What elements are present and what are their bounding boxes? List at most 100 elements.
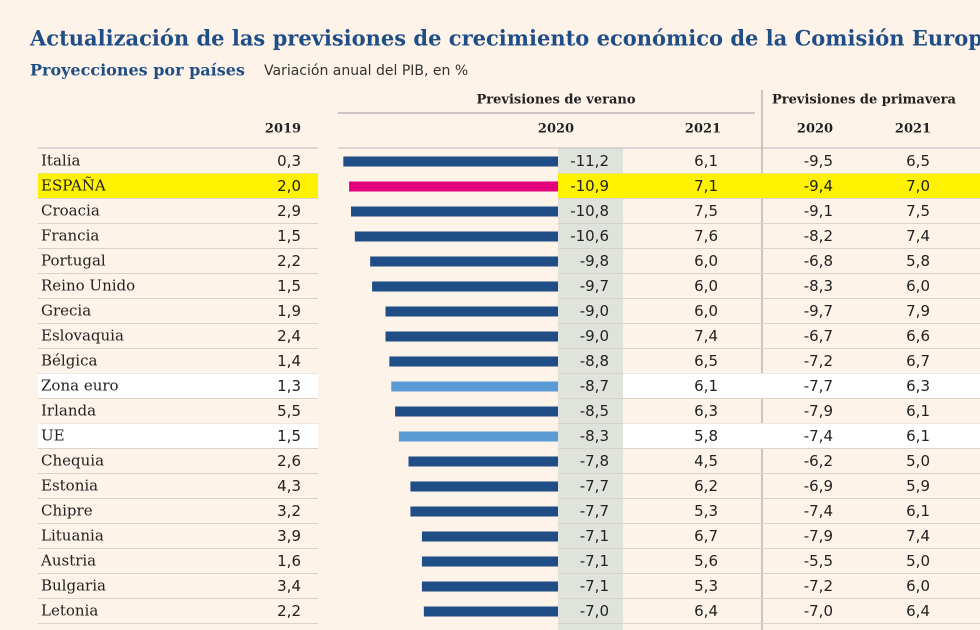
value: 2,4 — [277, 327, 301, 345]
value: 5,8 — [694, 427, 718, 445]
value: 1,5 — [277, 427, 301, 445]
country: Eslovaquia — [41, 327, 124, 345]
country: UE — [41, 427, 65, 445]
value: 7,6 — [694, 227, 718, 245]
value: 6,5 — [694, 352, 718, 370]
country: Croacia — [41, 202, 100, 220]
value: -7,9 — [804, 402, 833, 420]
country: Reino Unido — [41, 277, 135, 295]
value: 5,8 — [906, 252, 930, 270]
value: 6,4 — [906, 602, 930, 620]
value: 6,0 — [906, 277, 930, 295]
row-fill — [623, 423, 980, 449]
bar — [410, 481, 558, 492]
value: 6,5 — [906, 152, 930, 170]
country: Letonia — [41, 602, 98, 620]
country: Grecia — [41, 302, 91, 320]
value: 2,2 — [277, 602, 301, 620]
value: -9,4 — [804, 177, 833, 195]
value: -7,7 — [804, 377, 833, 395]
value: -9,0 — [580, 302, 609, 320]
value: 7,9 — [906, 302, 930, 320]
column-header: 2020 — [538, 122, 574, 137]
value: 5,0 — [906, 552, 930, 570]
value: -8,7 — [580, 377, 609, 395]
value: 1,6 — [277, 552, 301, 570]
value: 6,2 — [694, 477, 718, 495]
value: -7,0 — [804, 602, 833, 620]
value: 5,3 — [694, 502, 718, 520]
column-header: 2021 — [895, 122, 931, 137]
value: -7,2 — [804, 577, 833, 595]
value: 5,3 — [694, 577, 718, 595]
value: 2,6 — [277, 452, 301, 470]
value: -7,8 — [580, 452, 609, 470]
group-label: Previsiones de verano — [477, 93, 636, 108]
bar — [410, 506, 558, 517]
value: 7,5 — [906, 202, 930, 220]
value: 6,1 — [906, 427, 930, 445]
country: Estonia — [41, 477, 98, 495]
value: 1,5 — [277, 277, 301, 295]
country: Zona euro — [41, 377, 119, 395]
value: 6,6 — [906, 327, 930, 345]
bar — [408, 456, 558, 467]
value: 6,1 — [906, 502, 930, 520]
value: -7,7 — [580, 477, 609, 495]
value: 6,1 — [694, 152, 718, 170]
row-fill — [38, 373, 318, 399]
value: 7,4 — [906, 227, 930, 245]
value: -7,9 — [804, 527, 833, 545]
value: 5,0 — [906, 452, 930, 470]
value: 6,0 — [906, 577, 930, 595]
bar — [349, 181, 558, 192]
bar — [385, 306, 558, 317]
value: -9,7 — [804, 302, 833, 320]
row-fill — [38, 423, 318, 449]
value: -7,4 — [804, 427, 833, 445]
value: -6,2 — [804, 452, 833, 470]
value: 1,9 — [277, 302, 301, 320]
bar — [372, 281, 558, 292]
value: 2,2 — [277, 252, 301, 270]
bar — [421, 531, 558, 542]
bar — [421, 556, 558, 567]
value: -9,1 — [804, 202, 833, 220]
country: Portugal — [41, 252, 106, 270]
value: -9,5 — [804, 152, 833, 170]
value: -7,1 — [580, 577, 609, 595]
value: -11,2 — [570, 152, 609, 170]
value: -7,2 — [804, 352, 833, 370]
value: 6,0 — [694, 302, 718, 320]
group-label: Previsiones de primavera — [772, 93, 957, 108]
value: 6,7 — [694, 527, 718, 545]
value: 6,3 — [694, 402, 718, 420]
value: 6,0 — [694, 277, 718, 295]
value: 5,6 — [694, 552, 718, 570]
value: -8,2 — [804, 227, 833, 245]
value: 5,9 — [906, 477, 930, 495]
country: Chipre — [41, 502, 93, 520]
value: -10,6 — [570, 227, 609, 245]
country: ESPAÑA — [41, 177, 106, 195]
value: 7,4 — [694, 327, 718, 345]
value: -8,3 — [580, 427, 609, 445]
value: 6,1 — [694, 377, 718, 395]
value: 3,2 — [277, 502, 301, 520]
country: Irlanda — [41, 402, 96, 420]
value: 7,4 — [906, 527, 930, 545]
value: 7,5 — [694, 202, 718, 220]
country: Chequia — [41, 452, 104, 470]
bar — [351, 206, 558, 217]
value: -8,3 — [804, 277, 833, 295]
value: 6,7 — [906, 352, 930, 370]
value: -10,8 — [570, 202, 609, 220]
bar — [391, 381, 558, 392]
value: 6,1 — [906, 402, 930, 420]
country: Italia — [41, 152, 80, 170]
bar — [370, 256, 558, 267]
country: Austria — [40, 552, 96, 570]
value: 7,0 — [906, 177, 930, 195]
value: 7,1 — [694, 177, 718, 195]
column-header: 2020 — [797, 122, 833, 137]
